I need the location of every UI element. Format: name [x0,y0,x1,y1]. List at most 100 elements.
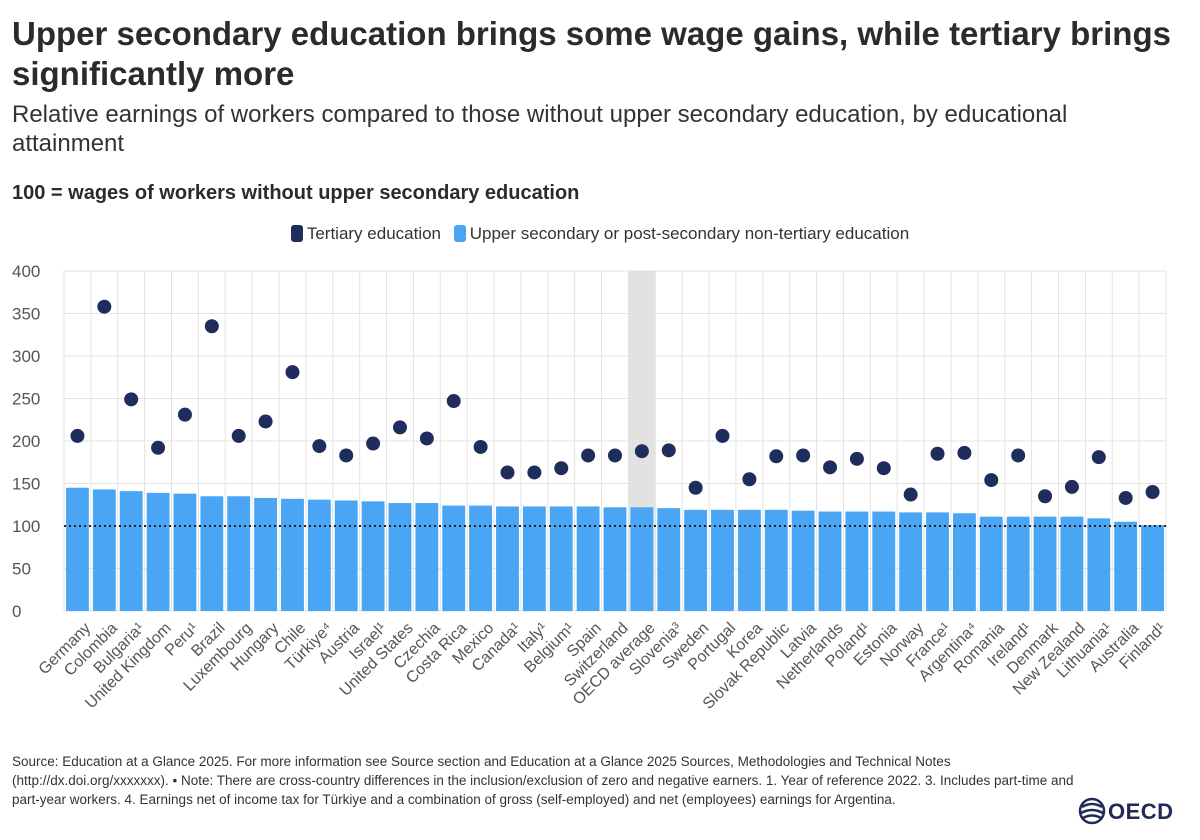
bar [764,509,788,611]
dot [1038,489,1053,504]
bar [549,506,573,611]
dot [930,446,945,461]
dot [366,436,381,451]
y-tick-label: 150 [12,475,40,494]
dot [124,392,139,407]
legend-swatch-tertiary [290,225,303,242]
dot [151,440,166,455]
legend-label-upper-secondary: Upper secondary or post-secondary non-te… [469,224,910,243]
bar [979,516,1003,611]
legend-item-upper-secondary[interactable]: Upper secondary or post-secondary non-te… [453,222,910,246]
bar [415,503,439,611]
bar [576,506,600,611]
globe-icon [1078,797,1106,825]
bar [200,496,224,611]
dot [231,428,246,443]
dot [742,472,757,487]
y-tick-label: 200 [12,432,40,451]
dot [285,365,300,380]
bar [119,491,143,611]
dot [419,431,434,446]
bar [254,497,278,611]
bar [603,507,627,611]
chart-subtitle: Relative earnings of workers compared to… [12,101,1068,157]
bar [173,493,197,611]
bar [146,492,170,611]
dot [392,420,407,435]
legend-item-tertiary[interactable]: Tertiary education [290,222,442,246]
dot [500,465,515,480]
y-tick-label: 300 [12,347,40,366]
oecd-logo: OECD [1078,796,1190,826]
bar [361,501,385,611]
dot [849,451,864,466]
bar [227,496,251,611]
y-tick-label: 350 [12,305,40,324]
chart-plot: 050100150200250300350400GermanyColombiaB… [12,262,1169,713]
bar [952,513,976,611]
dot [177,407,192,422]
legend: Tertiary education Upper secondary or po… [0,222,1200,246]
dot [769,449,784,464]
dot [473,439,488,454]
bar [442,505,466,611]
bar [1006,516,1030,611]
dot [634,444,649,459]
dot [796,448,811,463]
dot [204,319,219,334]
logo-text: OECD [1108,799,1174,824]
legend-label-tertiary: Tertiary education [306,224,442,243]
dot [984,473,999,488]
bar [926,512,949,611]
dot [957,445,972,460]
bar [334,500,358,611]
bar [899,512,923,611]
units-note: 100 = wages of workers without upper sec… [12,182,580,204]
dot [608,448,622,463]
dot [554,461,569,476]
dot [1118,490,1133,505]
y-tick-label: 250 [12,390,40,409]
bar [66,487,89,611]
dot [688,480,703,495]
dot [903,487,918,502]
dot [70,428,85,443]
y-tick-label: 100 [12,517,40,536]
bar [1033,516,1057,611]
dot [97,299,112,314]
bar [307,499,331,611]
y-tick-label: 400 [12,262,40,281]
dot [715,428,730,443]
legend-swatch-upper-secondary [453,225,466,242]
bar [281,498,304,611]
bar [818,511,842,611]
dot [527,465,542,480]
bar [845,511,869,611]
bar [657,508,681,611]
bar [630,507,654,611]
bar [684,509,708,611]
dot [823,460,838,475]
dot [1145,485,1160,499]
bar [92,489,116,611]
y-tick-label: 50 [12,560,31,579]
dot [876,461,891,476]
bar [791,510,815,611]
source-note: Source: Education at a Glance 2025. For … [12,754,1074,807]
bar [1060,516,1084,611]
dot [661,443,676,458]
dot [1064,479,1079,494]
bar [469,505,493,611]
dot [258,414,273,429]
bar [1114,521,1138,611]
dot [312,439,327,454]
dot [581,448,596,463]
bar [522,506,546,611]
dot [1091,450,1106,465]
chart-title: Upper secondary education brings some wa… [12,15,1171,92]
bar [1087,518,1111,611]
dot [1011,448,1026,463]
bar [872,511,896,611]
dot [339,448,354,463]
bar [388,503,412,611]
